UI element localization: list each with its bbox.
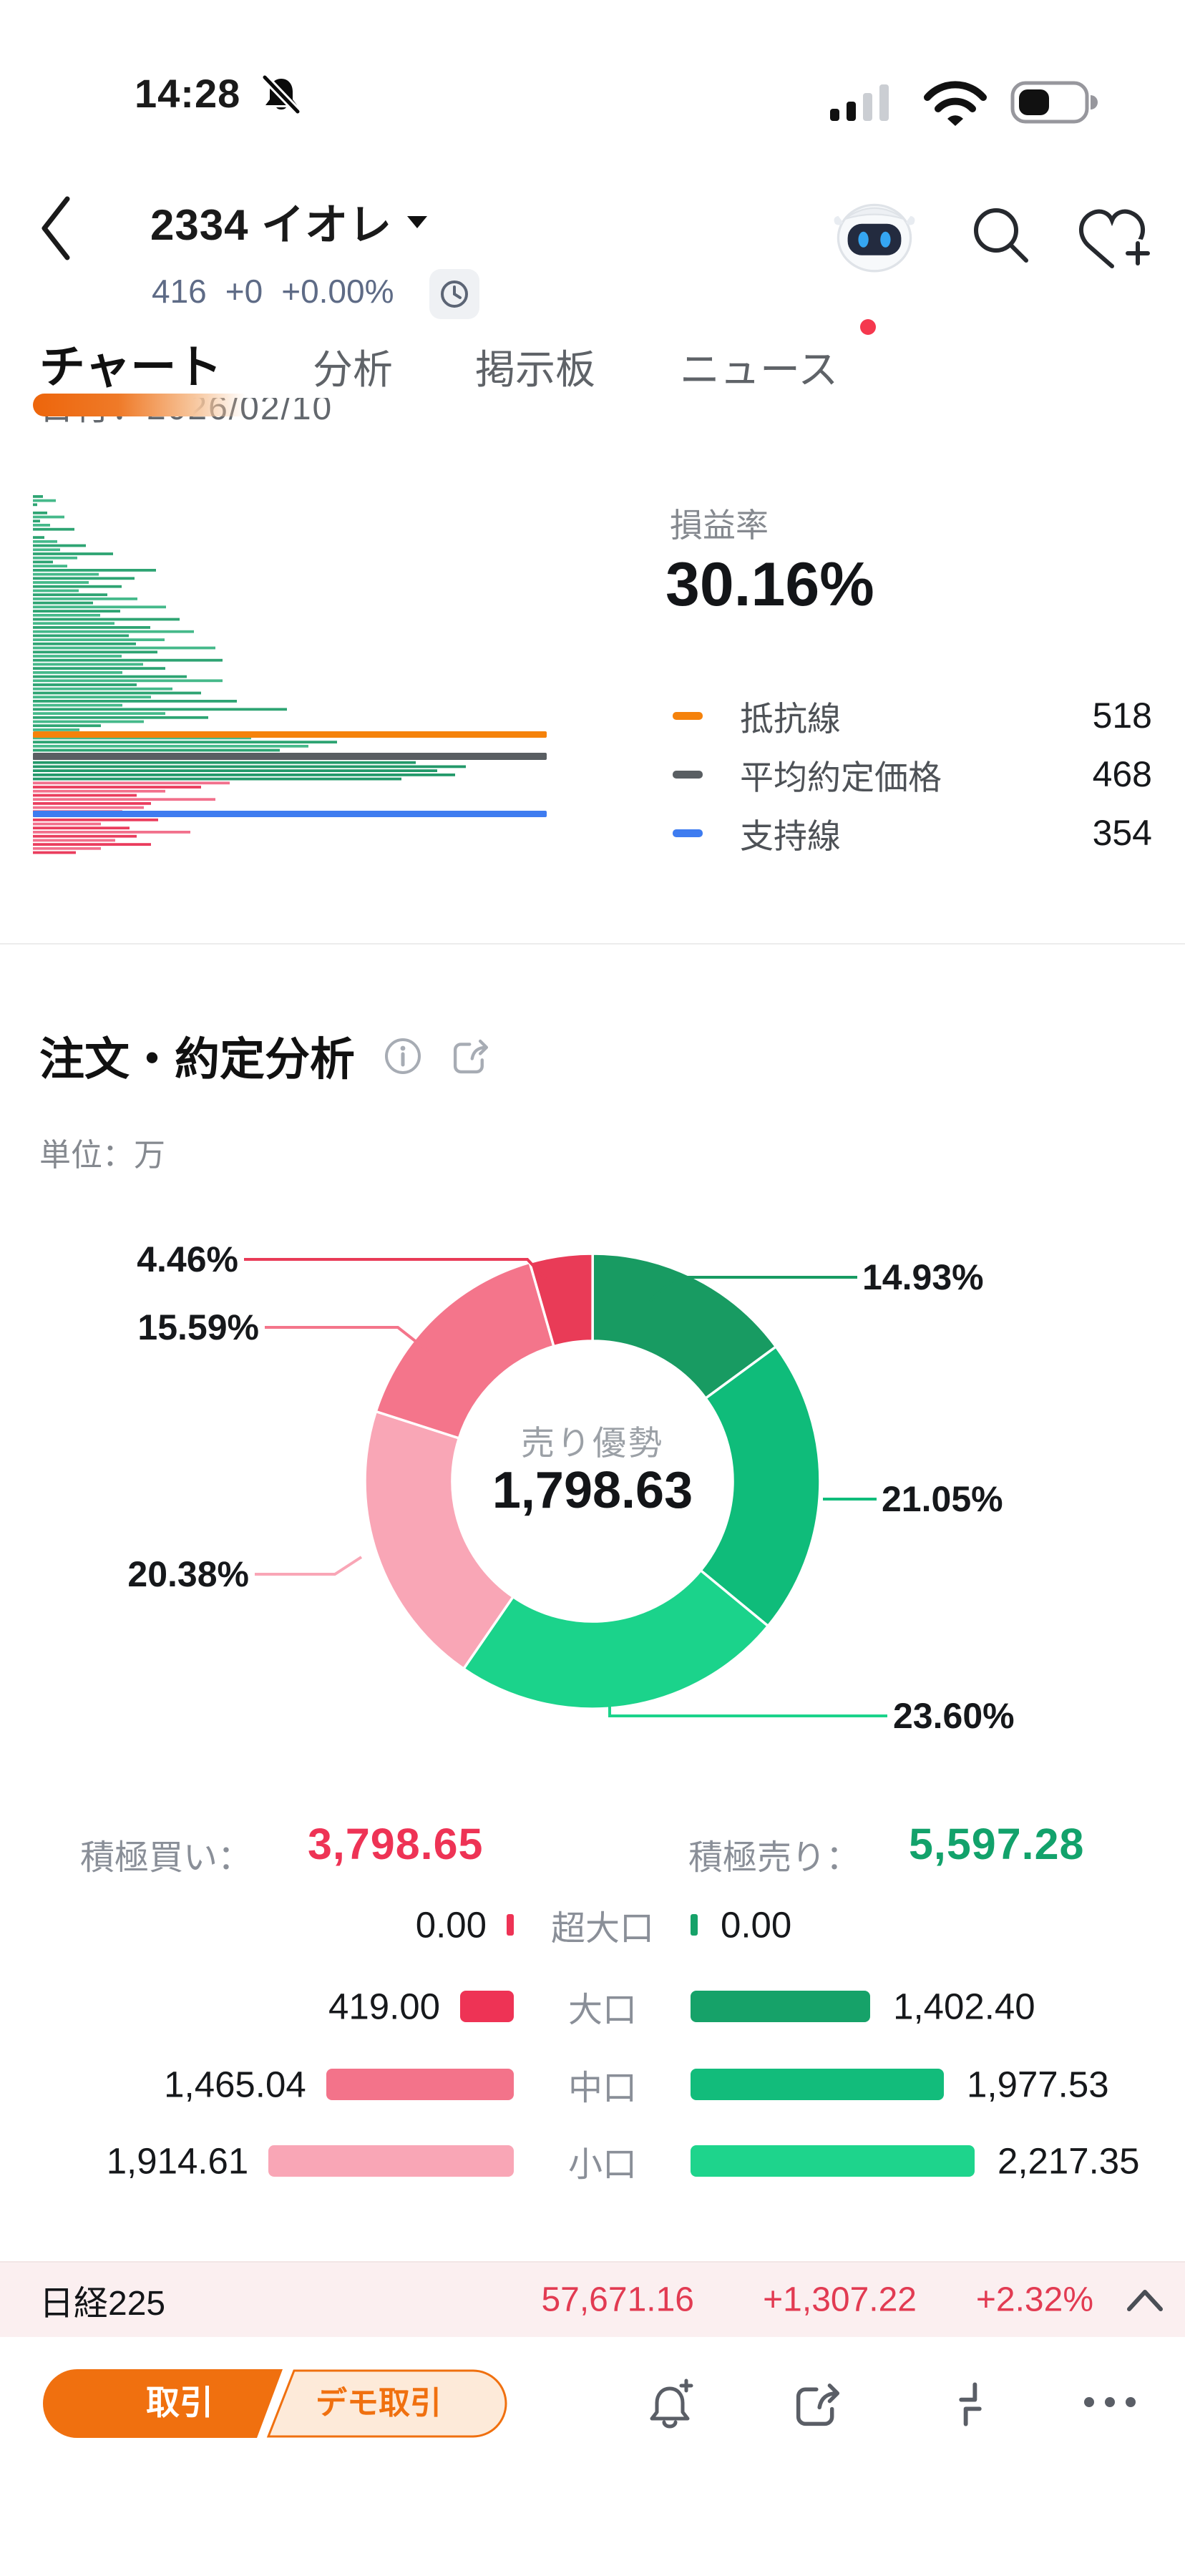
chevron-up-icon[interactable] xyxy=(1125,2286,1165,2313)
order-row-medium: 1,465.04 中口 1,977.53 xyxy=(0,2046,1185,2123)
aggressive-sell-label: 積極売り： xyxy=(688,1839,861,1877)
last-price: 416 xyxy=(152,273,207,310)
aggressive-buy-value: 3,798.65 xyxy=(308,1820,484,1868)
price-change: +0 xyxy=(225,273,263,310)
index-change: +1,307.22 xyxy=(763,2280,917,2319)
unit-label: 単位：万 xyxy=(39,1138,165,1173)
sell-value: 2,217.35 xyxy=(998,2140,1140,2182)
tab-chart[interactable]: チャート xyxy=(39,341,223,393)
sell-bar xyxy=(691,2145,975,2177)
buy-value: 1,465.04 xyxy=(164,2064,306,2105)
index-change-pct: +2.32% xyxy=(975,2280,1093,2319)
section-divider xyxy=(0,943,1185,945)
trade-button[interactable] xyxy=(43,2369,283,2438)
news-badge-dot xyxy=(860,319,876,335)
section-title: 注文・約定分析 xyxy=(39,1035,355,1085)
svg-text:14.93%: 14.93% xyxy=(862,1257,984,1297)
shrink-window-button[interactable] xyxy=(946,2380,995,2429)
ai-assistant-button[interactable] xyxy=(827,185,922,282)
buy-bar xyxy=(326,2069,514,2100)
svg-text:15.59%: 15.59% xyxy=(137,1307,259,1347)
wifi-icon xyxy=(924,81,987,126)
support-dash-icon xyxy=(673,829,703,837)
buy-value: 0.00 xyxy=(415,1904,487,1946)
sell-bar xyxy=(691,1991,871,2022)
buy-bar xyxy=(459,1991,514,2022)
tab-board[interactable]: 掲示板 xyxy=(475,347,595,392)
delayed-quote-badge xyxy=(429,269,479,319)
trade-buttons[interactable]: 取引 デモ取引 xyxy=(42,2368,509,2439)
row-label: 中口 xyxy=(567,2069,637,2107)
row-label: 超大口 xyxy=(550,1910,654,1948)
sell-bar xyxy=(691,2069,945,2100)
svg-text:23.60%: 23.60% xyxy=(893,1696,1015,1736)
buy-value: 1,914.61 xyxy=(106,2140,249,2182)
legend-resistance: 抵抗線 518 xyxy=(673,694,1152,738)
mute-bell-icon xyxy=(262,74,301,114)
order-distribution-donut-chart[interactable]: 14.93% 21.05% 23.60% 20.38% 15.59% 4.46% xyxy=(0,1202,1185,1760)
donut-center-label: 売り優勢 xyxy=(521,1424,664,1462)
row-label: 小口 xyxy=(567,2146,637,2184)
demo-trade-button[interactable] xyxy=(266,2369,507,2438)
price-summary: 416 +0 +0.00% xyxy=(152,272,394,311)
sell-value: 0.00 xyxy=(721,1904,792,1946)
index-name: 日経225 xyxy=(39,2285,166,2323)
back-button[interactable] xyxy=(37,195,73,262)
order-row-super-large: 0.00 超大口 0.00 xyxy=(0,1886,1185,1963)
sell-value: 1,977.53 xyxy=(967,2064,1109,2105)
page-title: 2334 イオレ xyxy=(150,201,393,249)
order-row-large: 419.00 大口 1,402.40 xyxy=(0,1968,1185,2045)
share-button[interactable] xyxy=(793,2379,843,2430)
buy-bar xyxy=(268,2145,514,2177)
active-tab-underline xyxy=(33,394,246,416)
legend-support: 支持線 354 xyxy=(673,811,1152,855)
clock-icon xyxy=(441,280,468,308)
cellular-signal-icon xyxy=(830,84,889,121)
volume-profile-chart[interactable] xyxy=(0,487,1185,866)
battery-icon xyxy=(1010,81,1098,124)
svg-text:21.05%: 21.05% xyxy=(882,1479,1003,1519)
legend-avg-price: 平均約定価格 468 xyxy=(673,753,1152,796)
more-options-button[interactable] xyxy=(1082,2396,1138,2409)
aggressive-sell-value: 5,597.28 xyxy=(909,1820,1085,1868)
sell-bar xyxy=(691,1914,698,1936)
buy-value: 419.00 xyxy=(328,1986,440,2027)
index-value: 57,671.16 xyxy=(541,2280,694,2319)
share-section-icon[interactable] xyxy=(451,1036,491,1076)
buy-bar xyxy=(507,1914,514,1936)
profit-ratio-label: 損益率 xyxy=(670,507,769,544)
order-analysis-header: 注文・約定分析 xyxy=(39,1023,491,1088)
profit-ratio-value: 30.16% xyxy=(665,550,874,619)
caret-down-icon xyxy=(407,215,428,228)
aggressive-buy-label: 積極買い： xyxy=(80,1839,253,1877)
avg-price-dash-icon xyxy=(673,770,703,779)
svg-text:20.38%: 20.38% xyxy=(127,1554,249,1594)
status-time: 14:28 xyxy=(135,71,241,116)
resistance-dash-icon xyxy=(673,711,703,720)
svg-text:4.46%: 4.46% xyxy=(137,1239,238,1279)
tab-news[interactable]: ニュース xyxy=(680,347,839,392)
index-ticker-bar[interactable]: 日経225 57,671.16 +1,307.22 +2.32% xyxy=(0,2261,1185,2337)
row-label: 大口 xyxy=(567,1991,637,2029)
stock-title-dropdown[interactable]: 2334 イオレ xyxy=(150,190,428,253)
sell-value: 1,402.40 xyxy=(893,1986,1035,2027)
price-change-pct: +0.00% xyxy=(281,273,394,310)
price-alert-button[interactable] xyxy=(644,2377,696,2431)
demo-trade-button-label: デモ取引 xyxy=(316,2385,442,2421)
add-to-watchlist-button[interactable] xyxy=(1071,200,1158,275)
trade-button-label: 取引 xyxy=(146,2384,213,2421)
tab-analysis[interactable]: 分析 xyxy=(313,347,393,392)
search-button[interactable] xyxy=(969,203,1032,266)
order-row-small: 1,914.61 小口 2,217.35 xyxy=(0,2122,1185,2200)
info-icon[interactable] xyxy=(384,1037,422,1075)
donut-center-value: 1,798.63 xyxy=(492,1462,693,1519)
